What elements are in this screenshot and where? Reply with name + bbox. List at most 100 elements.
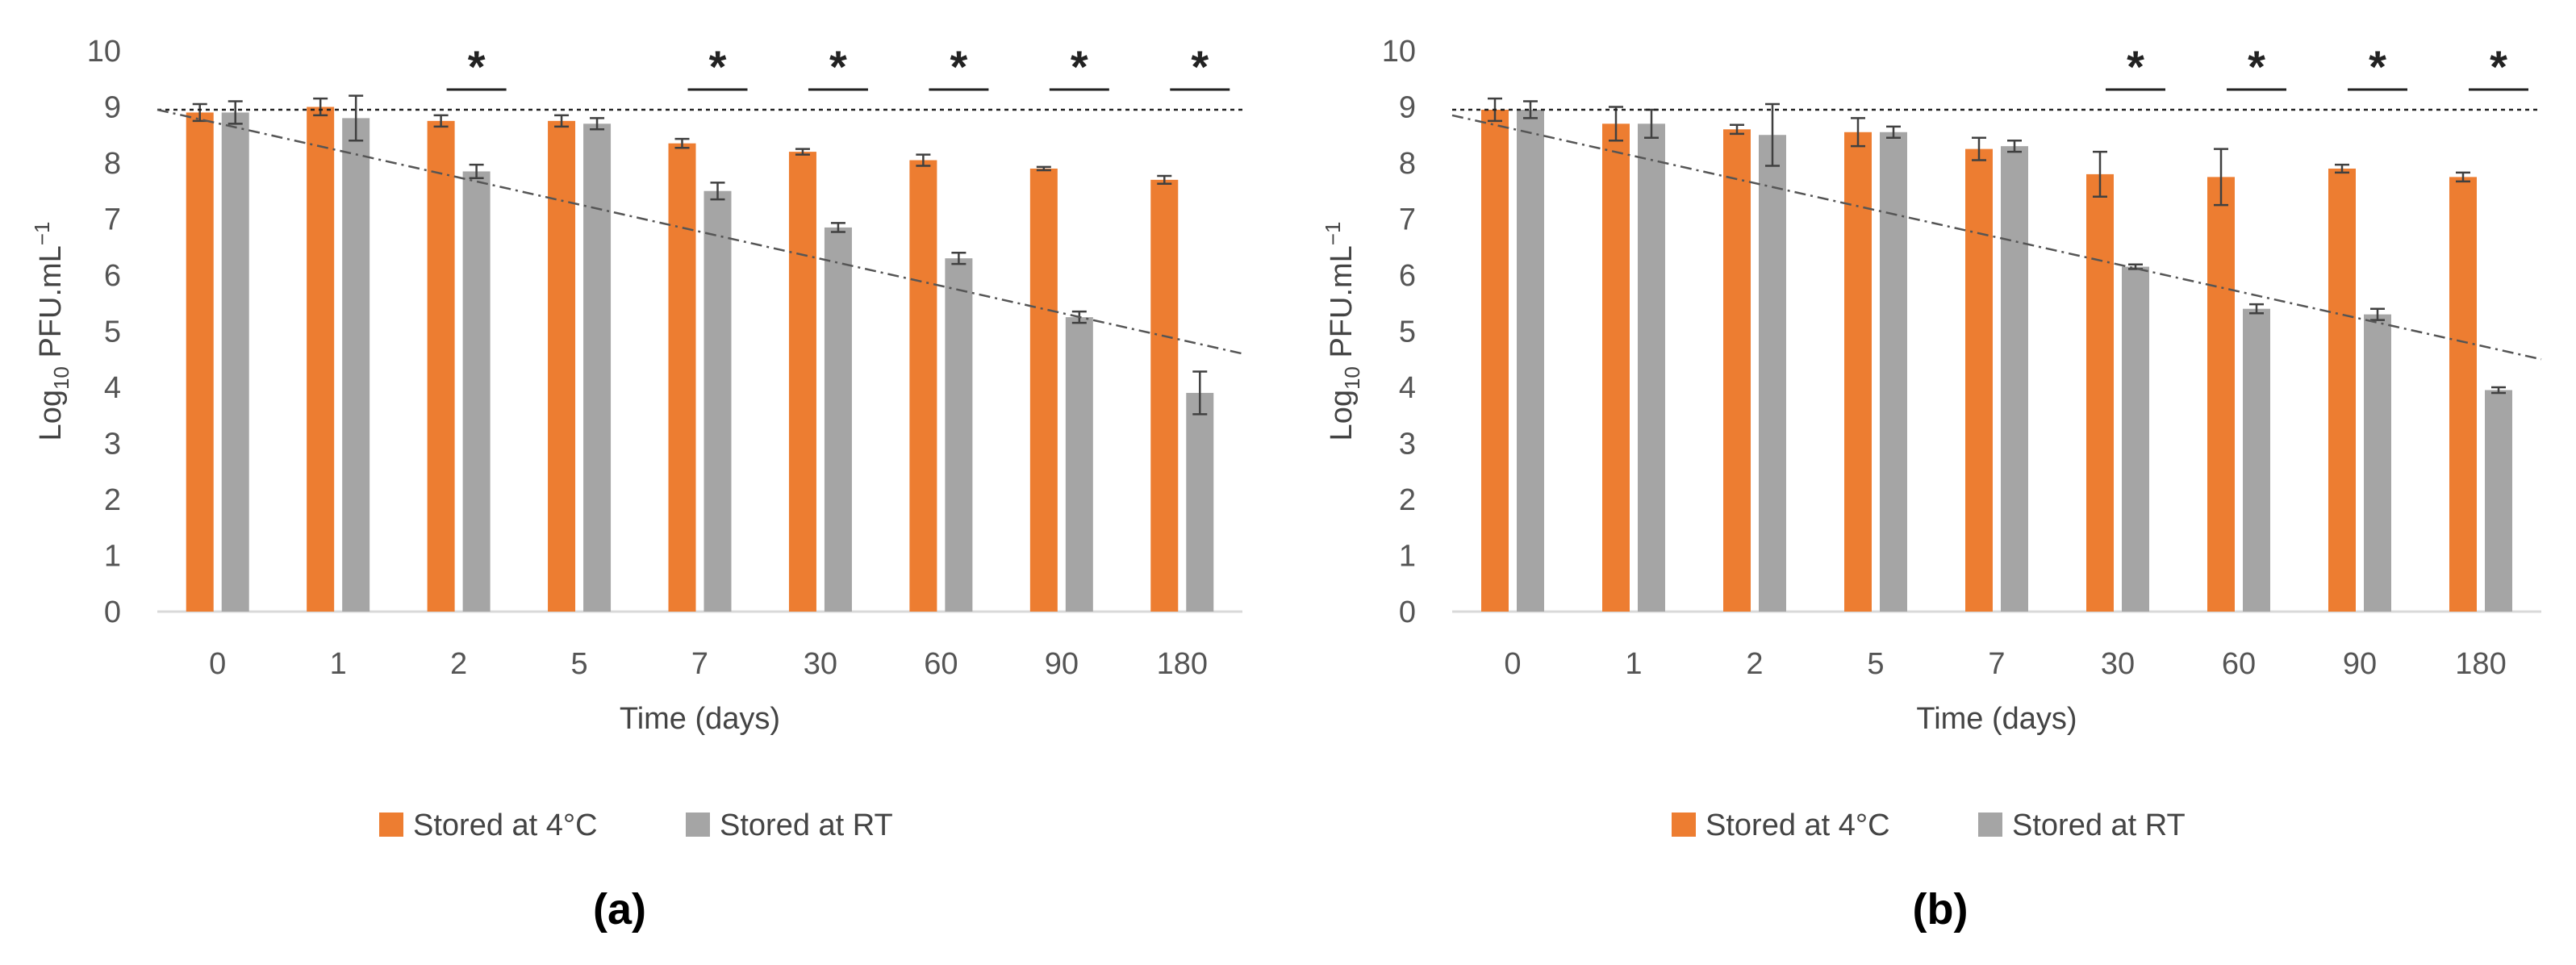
error-bar xyxy=(1523,100,1538,119)
error-bar xyxy=(313,97,328,117)
bar-rt xyxy=(583,123,612,612)
bar-rt xyxy=(2001,146,2028,612)
y-tick-label: 4 xyxy=(104,371,121,405)
y-tick-label: 0 xyxy=(104,595,121,629)
error-bar xyxy=(228,100,243,125)
bar-rt xyxy=(2243,308,2270,612)
bar-rt xyxy=(2122,266,2149,612)
y-tick-label: 2 xyxy=(104,483,121,517)
error-bar xyxy=(2007,139,2022,153)
bar-4c xyxy=(1602,123,1630,612)
legend-swatch xyxy=(1672,813,1696,837)
significance-star: * xyxy=(2369,41,2386,92)
y-tick-label: 7 xyxy=(1399,203,1416,237)
error-bar xyxy=(674,137,690,149)
bar-4c xyxy=(2207,177,2235,612)
error-bar xyxy=(2335,163,2349,174)
bar-rt xyxy=(1638,123,1665,612)
error-bar xyxy=(1765,102,1780,167)
bar-rt xyxy=(2364,314,2391,612)
bar-4c xyxy=(548,120,576,612)
error-bar xyxy=(469,163,484,180)
error-bar xyxy=(710,182,725,201)
bar-4c xyxy=(788,152,816,612)
error-bar xyxy=(433,114,449,128)
y-axis-title-sub: 10 xyxy=(1340,366,1364,390)
legend-swatch xyxy=(1978,813,2002,837)
significance-star: * xyxy=(2490,41,2507,92)
y-tick-label: 9 xyxy=(104,91,121,125)
bar-rt xyxy=(1759,135,1786,612)
x-tick-label: 2 xyxy=(450,647,467,681)
error-bar xyxy=(349,94,364,142)
panel-label: (b) xyxy=(1913,885,1969,934)
y-tick-label: 7 xyxy=(104,203,121,237)
x-tick-label: 7 xyxy=(691,647,708,681)
bar-4c xyxy=(1965,148,1993,612)
x-axis-title: Time (days) xyxy=(1916,702,2077,736)
error-bar xyxy=(1609,106,1623,142)
significance-star: * xyxy=(829,41,847,92)
y-tick-label: 1 xyxy=(104,540,121,574)
bar-4c xyxy=(307,107,335,612)
error-bar xyxy=(2214,148,2228,207)
bar-rt xyxy=(945,258,973,612)
x-tick-label: 60 xyxy=(924,647,958,681)
significance-star: * xyxy=(468,41,486,92)
legend: Stored at 4°C Stored at RT xyxy=(379,808,893,842)
error-bar xyxy=(590,117,605,131)
bar-rt xyxy=(1065,317,1093,612)
y-axis-title-sup: −1 xyxy=(30,222,54,246)
bar-4c xyxy=(1844,132,1872,612)
x-tick-label: 5 xyxy=(1867,647,1884,681)
error-bar xyxy=(916,153,931,167)
y-tick-label: 2 xyxy=(1399,483,1416,517)
y-axis-title: Log10 PFU.mL−1 xyxy=(1321,222,1364,441)
bar-rt xyxy=(1186,392,1214,612)
x-tick-label: 180 xyxy=(2455,647,2506,681)
legend-label: Stored at RT xyxy=(2012,808,2186,842)
x-tick-label: 90 xyxy=(1045,647,1079,681)
trendline xyxy=(157,108,1243,355)
bar-4c xyxy=(668,143,696,612)
bar-rt xyxy=(703,190,732,612)
error-bar xyxy=(1972,136,1986,161)
error-bar xyxy=(1886,125,1901,139)
significance-star: * xyxy=(709,41,727,92)
bar-4c xyxy=(1723,129,1751,612)
error-bar xyxy=(951,251,967,265)
x-tick-label: 180 xyxy=(1157,647,1208,681)
y-axis-title-sup: −1 xyxy=(1321,222,1345,246)
x-tick-label: 1 xyxy=(1625,647,1642,681)
legend-swatch xyxy=(379,813,403,837)
y-tick-label: 5 xyxy=(104,315,121,349)
y-tick-label: 1 xyxy=(1399,540,1416,574)
bar-4c xyxy=(1150,179,1179,612)
y-axis-title-rest: PFU.mL xyxy=(34,245,68,366)
bar-rt xyxy=(462,171,491,612)
y-axis-title-main: Log xyxy=(34,390,68,441)
bar-4c xyxy=(186,112,214,612)
y-tick-label: 10 xyxy=(87,35,121,69)
y-tick-label: 5 xyxy=(1399,315,1416,349)
bar-4c xyxy=(427,120,455,612)
x-tick-label: 5 xyxy=(570,647,587,681)
y-axis-title-main: Log xyxy=(1325,390,1359,441)
x-axis-title: Time (days) xyxy=(620,702,780,736)
y-tick-label: 8 xyxy=(104,147,121,181)
bar-rt xyxy=(2485,390,2512,612)
legend-label: Stored at RT xyxy=(720,808,893,842)
x-tick-label: 60 xyxy=(2222,647,2256,681)
bar-4c xyxy=(2086,173,2114,612)
error-bar xyxy=(2456,171,2470,183)
y-tick-label: 10 xyxy=(1382,35,1416,69)
error-bar xyxy=(1036,165,1051,172)
legend-label: Stored at 4°C xyxy=(413,808,598,842)
y-tick-label: 6 xyxy=(1399,259,1416,293)
bar-4c xyxy=(1029,168,1058,612)
significance-star: * xyxy=(2248,41,2265,92)
y-tick-label: 9 xyxy=(1399,91,1416,125)
bar-rt xyxy=(342,118,370,612)
bar-4c xyxy=(2328,168,2356,612)
